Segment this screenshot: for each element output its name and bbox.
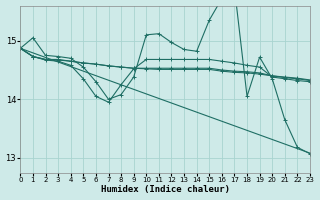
X-axis label: Humidex (Indice chaleur): Humidex (Indice chaleur): [101, 185, 230, 194]
